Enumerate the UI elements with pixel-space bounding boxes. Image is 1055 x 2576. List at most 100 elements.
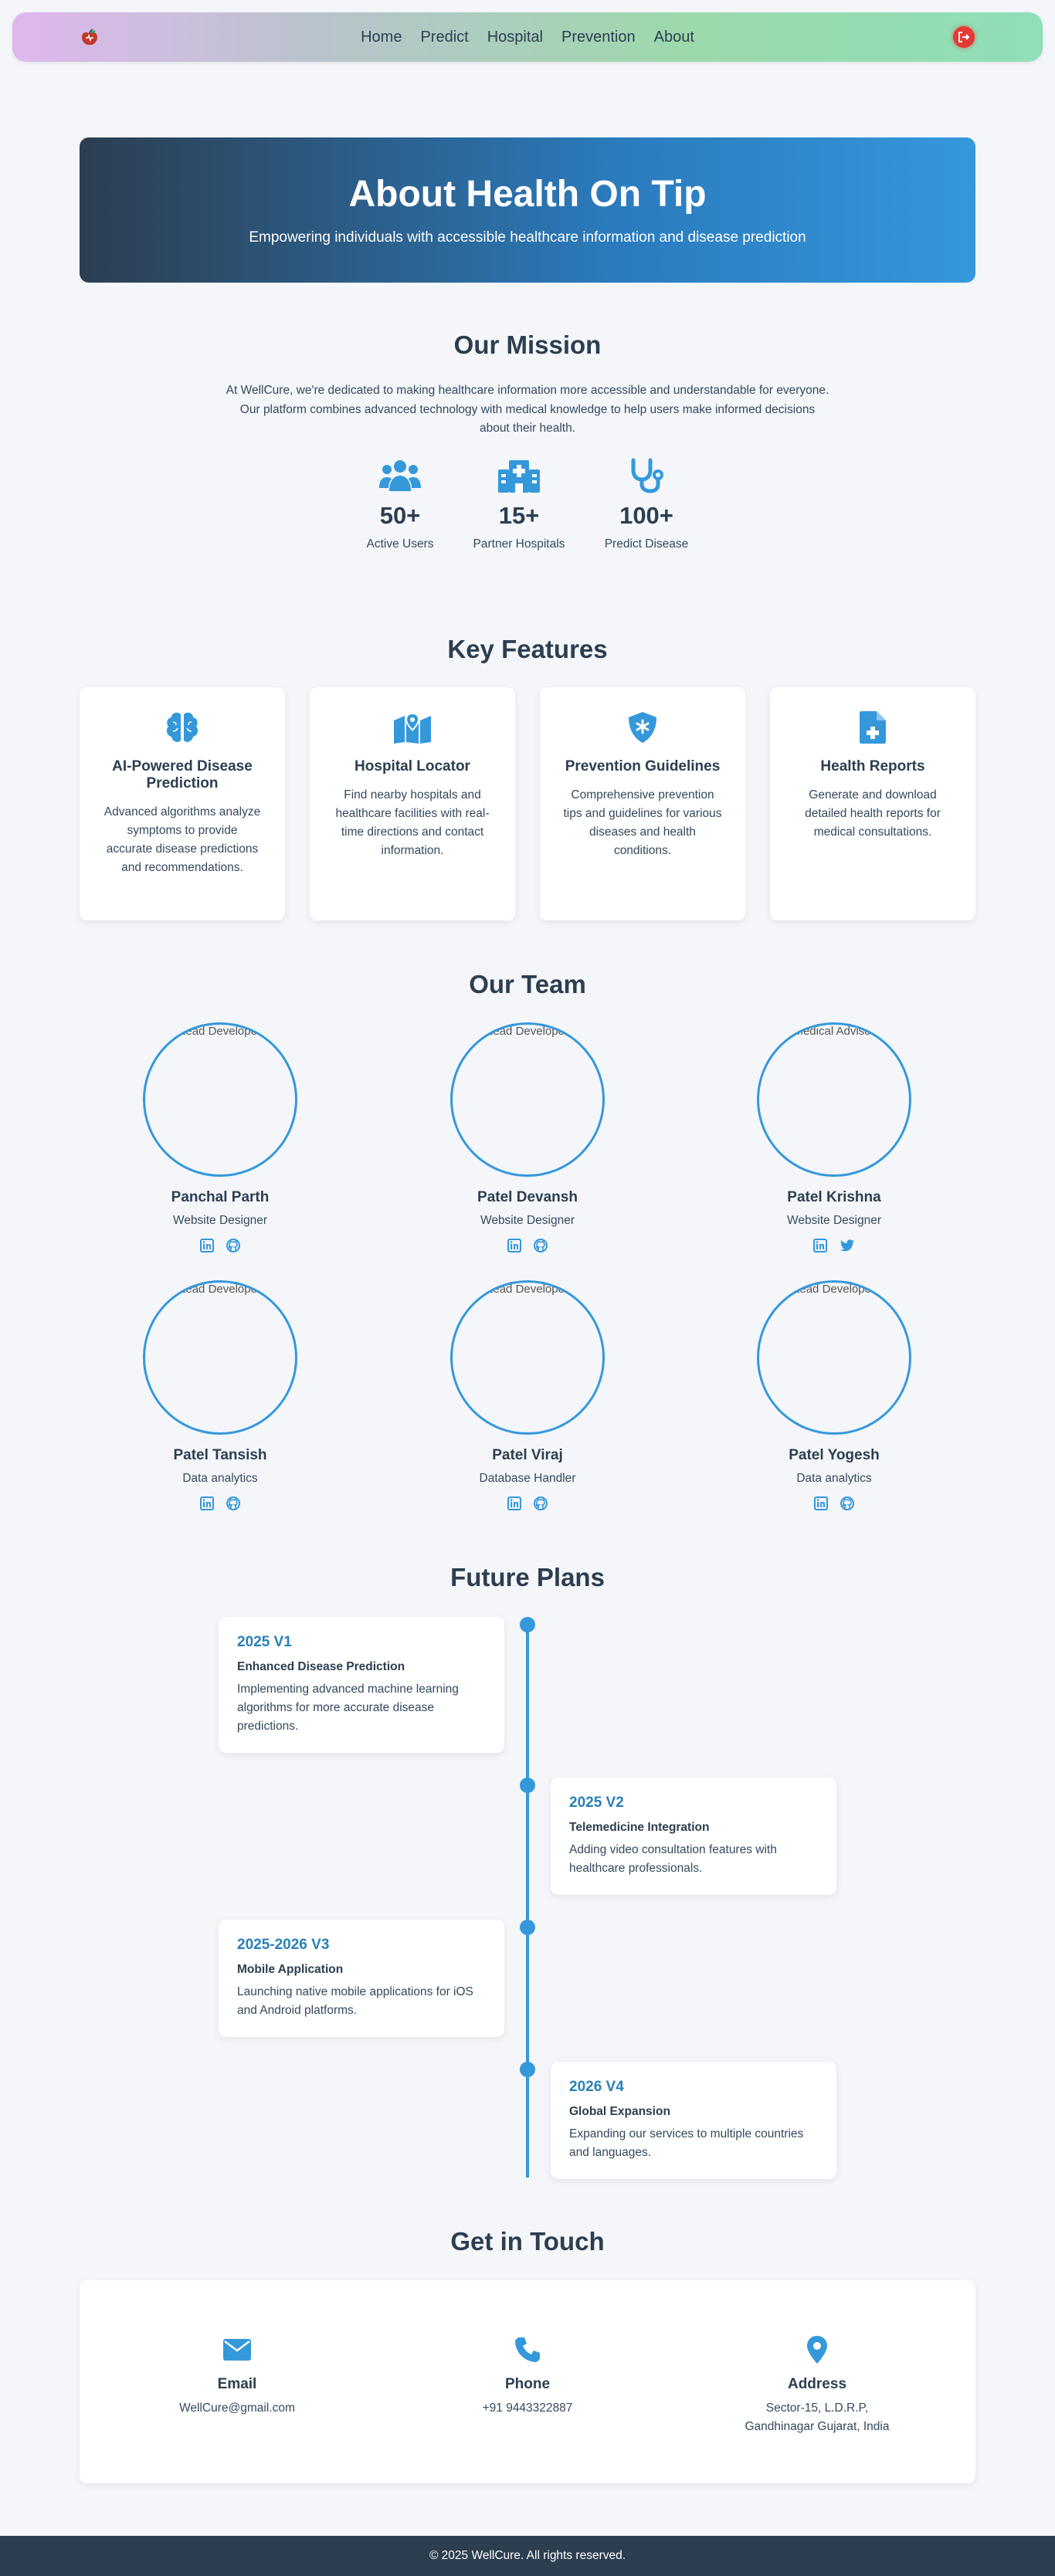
team-member-card: Lead Developer Patel Tansish Data analyt… [104, 1280, 336, 1510]
mission-text: At WellCure, we're dedicated to making h… [226, 384, 829, 435]
feature-desc: Advanced algorithms analyze symptoms to … [103, 805, 261, 874]
member-photo: Lead Developer [450, 1022, 605, 1177]
member-role: Website Designer [172, 1214, 268, 1227]
linkedin-icon[interactable] [507, 1496, 521, 1510]
team-title: Our Team [469, 970, 586, 998]
photo-alt-text: Lead Developer [179, 1025, 261, 1038]
envelope-icon [223, 2339, 251, 2361]
nav-link-predict[interactable]: Predict [420, 28, 469, 46]
stat-number: 50+ [379, 502, 421, 529]
stat-label: Active Users [366, 537, 434, 551]
feature-title: Hospital Locator [354, 758, 470, 774]
member-role: Website Designer [786, 1214, 882, 1227]
linkedin-icon[interactable] [200, 1496, 214, 1510]
member-name: Patel Yogesh [789, 1447, 880, 1463]
hero-title: About Health On Tip [348, 174, 707, 215]
apple-logo-icon[interactable] [80, 28, 100, 48]
sign-out-icon [958, 32, 970, 42]
github-icon[interactable] [226, 1496, 240, 1510]
shield-icon [629, 712, 656, 743]
member-name: Patel Tansish [173, 1447, 267, 1463]
contact-email: Email WellCure@gmail.com [114, 2334, 361, 2418]
contact-title: Get in Touch [450, 2227, 605, 2256]
member-socials [412, 1239, 643, 1252]
feature-card-health-reports: Health Reports Generate and download det… [770, 687, 975, 920]
member-socials [718, 1496, 950, 1510]
contact-address: Address Sector-15, L.D.R.P, Gandhinagar … [694, 2334, 941, 2436]
team-member-card: Lead Developer Patel Yogesh Data analyti… [718, 1280, 950, 1510]
timeline-dot [520, 1920, 535, 1935]
contact-label: Phone [504, 2376, 551, 2392]
member-name: Panchal Parth [171, 1189, 270, 1205]
timeline-year: 2025 V1 [237, 1634, 292, 1650]
timeline-item-v3: 2025-2026 V3 Mobile Application Launchin… [219, 1920, 504, 2037]
mission-title: Our Mission [453, 330, 602, 359]
linkedin-icon[interactable] [813, 1239, 827, 1252]
phone-icon [515, 2337, 540, 2362]
nav-link-home[interactable]: Home [361, 28, 402, 46]
stat-partner-hospitals: 15+ Partner Hospitals [465, 457, 573, 551]
timeline-title: Mobile Application [237, 1963, 344, 1976]
feature-desc: Generate and download detailed health re… [805, 788, 941, 839]
future-title: Future Plans [450, 1563, 605, 1591]
navbar: Home Predict Hospital Prevention About [12, 12, 1043, 62]
feature-title: AI-Powered Disease Prediction [112, 758, 253, 791]
hero-banner: About Health On Tip Empowering individua… [80, 137, 975, 283]
feature-desc: Comprehensive prevention tips and guidel… [563, 788, 722, 857]
contact-email-value[interactable]: WellCure@gmail.com [179, 2401, 295, 2415]
timeline-item-v4: 2026 V4 Global Expansion Expanding our s… [551, 2062, 836, 2179]
map-marker-icon [394, 713, 431, 744]
hospital-icon [498, 460, 540, 493]
github-icon[interactable] [840, 1496, 854, 1510]
stat-active-users: 50+ Active Users [346, 457, 454, 551]
medical-file-icon [860, 711, 886, 744]
contact-phone-value[interactable]: +91 9443322887 [482, 2401, 573, 2415]
contact-phone: Phone +91 9443322887 [404, 2334, 651, 2418]
stethoscope-icon [631, 458, 663, 493]
team-member-card: Lead Developer Panchal Parth Website Des… [104, 1022, 336, 1252]
contact-label: Email [217, 2376, 257, 2392]
github-icon[interactable] [534, 1496, 548, 1510]
member-role: Website Designer [480, 1214, 575, 1227]
timeline-year: 2025 V2 [569, 1795, 624, 1811]
linkedin-icon[interactable] [200, 1239, 214, 1252]
features-title: Key Features [447, 635, 608, 663]
member-role: Data analytics [182, 1472, 258, 1485]
linkedin-icon[interactable] [814, 1496, 828, 1510]
photo-alt-text: Lead Developer [487, 1025, 568, 1038]
nav-link-hospital[interactable]: Hospital [487, 28, 543, 46]
team-member-card: Lead Developer Patel Viraj Database Hand… [412, 1280, 643, 1510]
github-icon[interactable] [534, 1239, 548, 1252]
logout-button[interactable] [953, 26, 975, 48]
feature-title: Prevention Guidelines [565, 758, 721, 774]
photo-alt-text: Lead Developer [179, 1283, 261, 1296]
nav-link-about[interactable]: About [653, 28, 694, 46]
timeline-title: Enhanced Disease Prediction [237, 1660, 405, 1673]
brain-icon [166, 712, 198, 742]
member-socials [412, 1496, 643, 1510]
feature-card-hospital-locator: Hospital Locator Find nearby hospitals a… [310, 687, 515, 920]
photo-alt-text: Medical Advisor [793, 1025, 875, 1038]
nav-link-prevention[interactable]: Prevention [561, 28, 636, 46]
timeline-item-v2: 2025 V2 Telemedicine Integration Adding … [551, 1778, 836, 1895]
contact-address-value: Sector-15, L.D.R.P, Gandhinagar Gujarat,… [745, 2401, 890, 2433]
linkedin-icon[interactable] [507, 1239, 521, 1252]
feature-title: Health Reports [820, 758, 925, 774]
timeline-title: Telemedicine Integration [569, 1821, 710, 1834]
hero-subtitle: Empowering individuals with accessible h… [249, 229, 806, 246]
stat-number: 100+ [619, 502, 673, 529]
stat-number: 15+ [498, 502, 540, 529]
photo-alt-text: Lead Developer [487, 1283, 568, 1296]
member-photo: Lead Developer [143, 1280, 297, 1435]
twitter-icon[interactable] [840, 1239, 855, 1252]
timeline-desc: Adding video consultation features with … [569, 1843, 777, 1875]
member-name: Patel Krishna [787, 1189, 881, 1205]
timeline-year: 2026 V4 [569, 2079, 624, 2095]
member-photo: Lead Developer [757, 1280, 911, 1435]
member-photo: Medical Advisor [757, 1022, 911, 1177]
feature-card-prevention: Prevention Guidelines Comprehensive prev… [540, 687, 745, 920]
github-icon[interactable] [226, 1239, 240, 1252]
photo-alt-text: Lead Developer [793, 1283, 875, 1296]
feature-card-ai-prediction: AI-Powered Disease Prediction Advanced a… [80, 687, 285, 920]
member-photo: Lead Developer [143, 1022, 297, 1177]
